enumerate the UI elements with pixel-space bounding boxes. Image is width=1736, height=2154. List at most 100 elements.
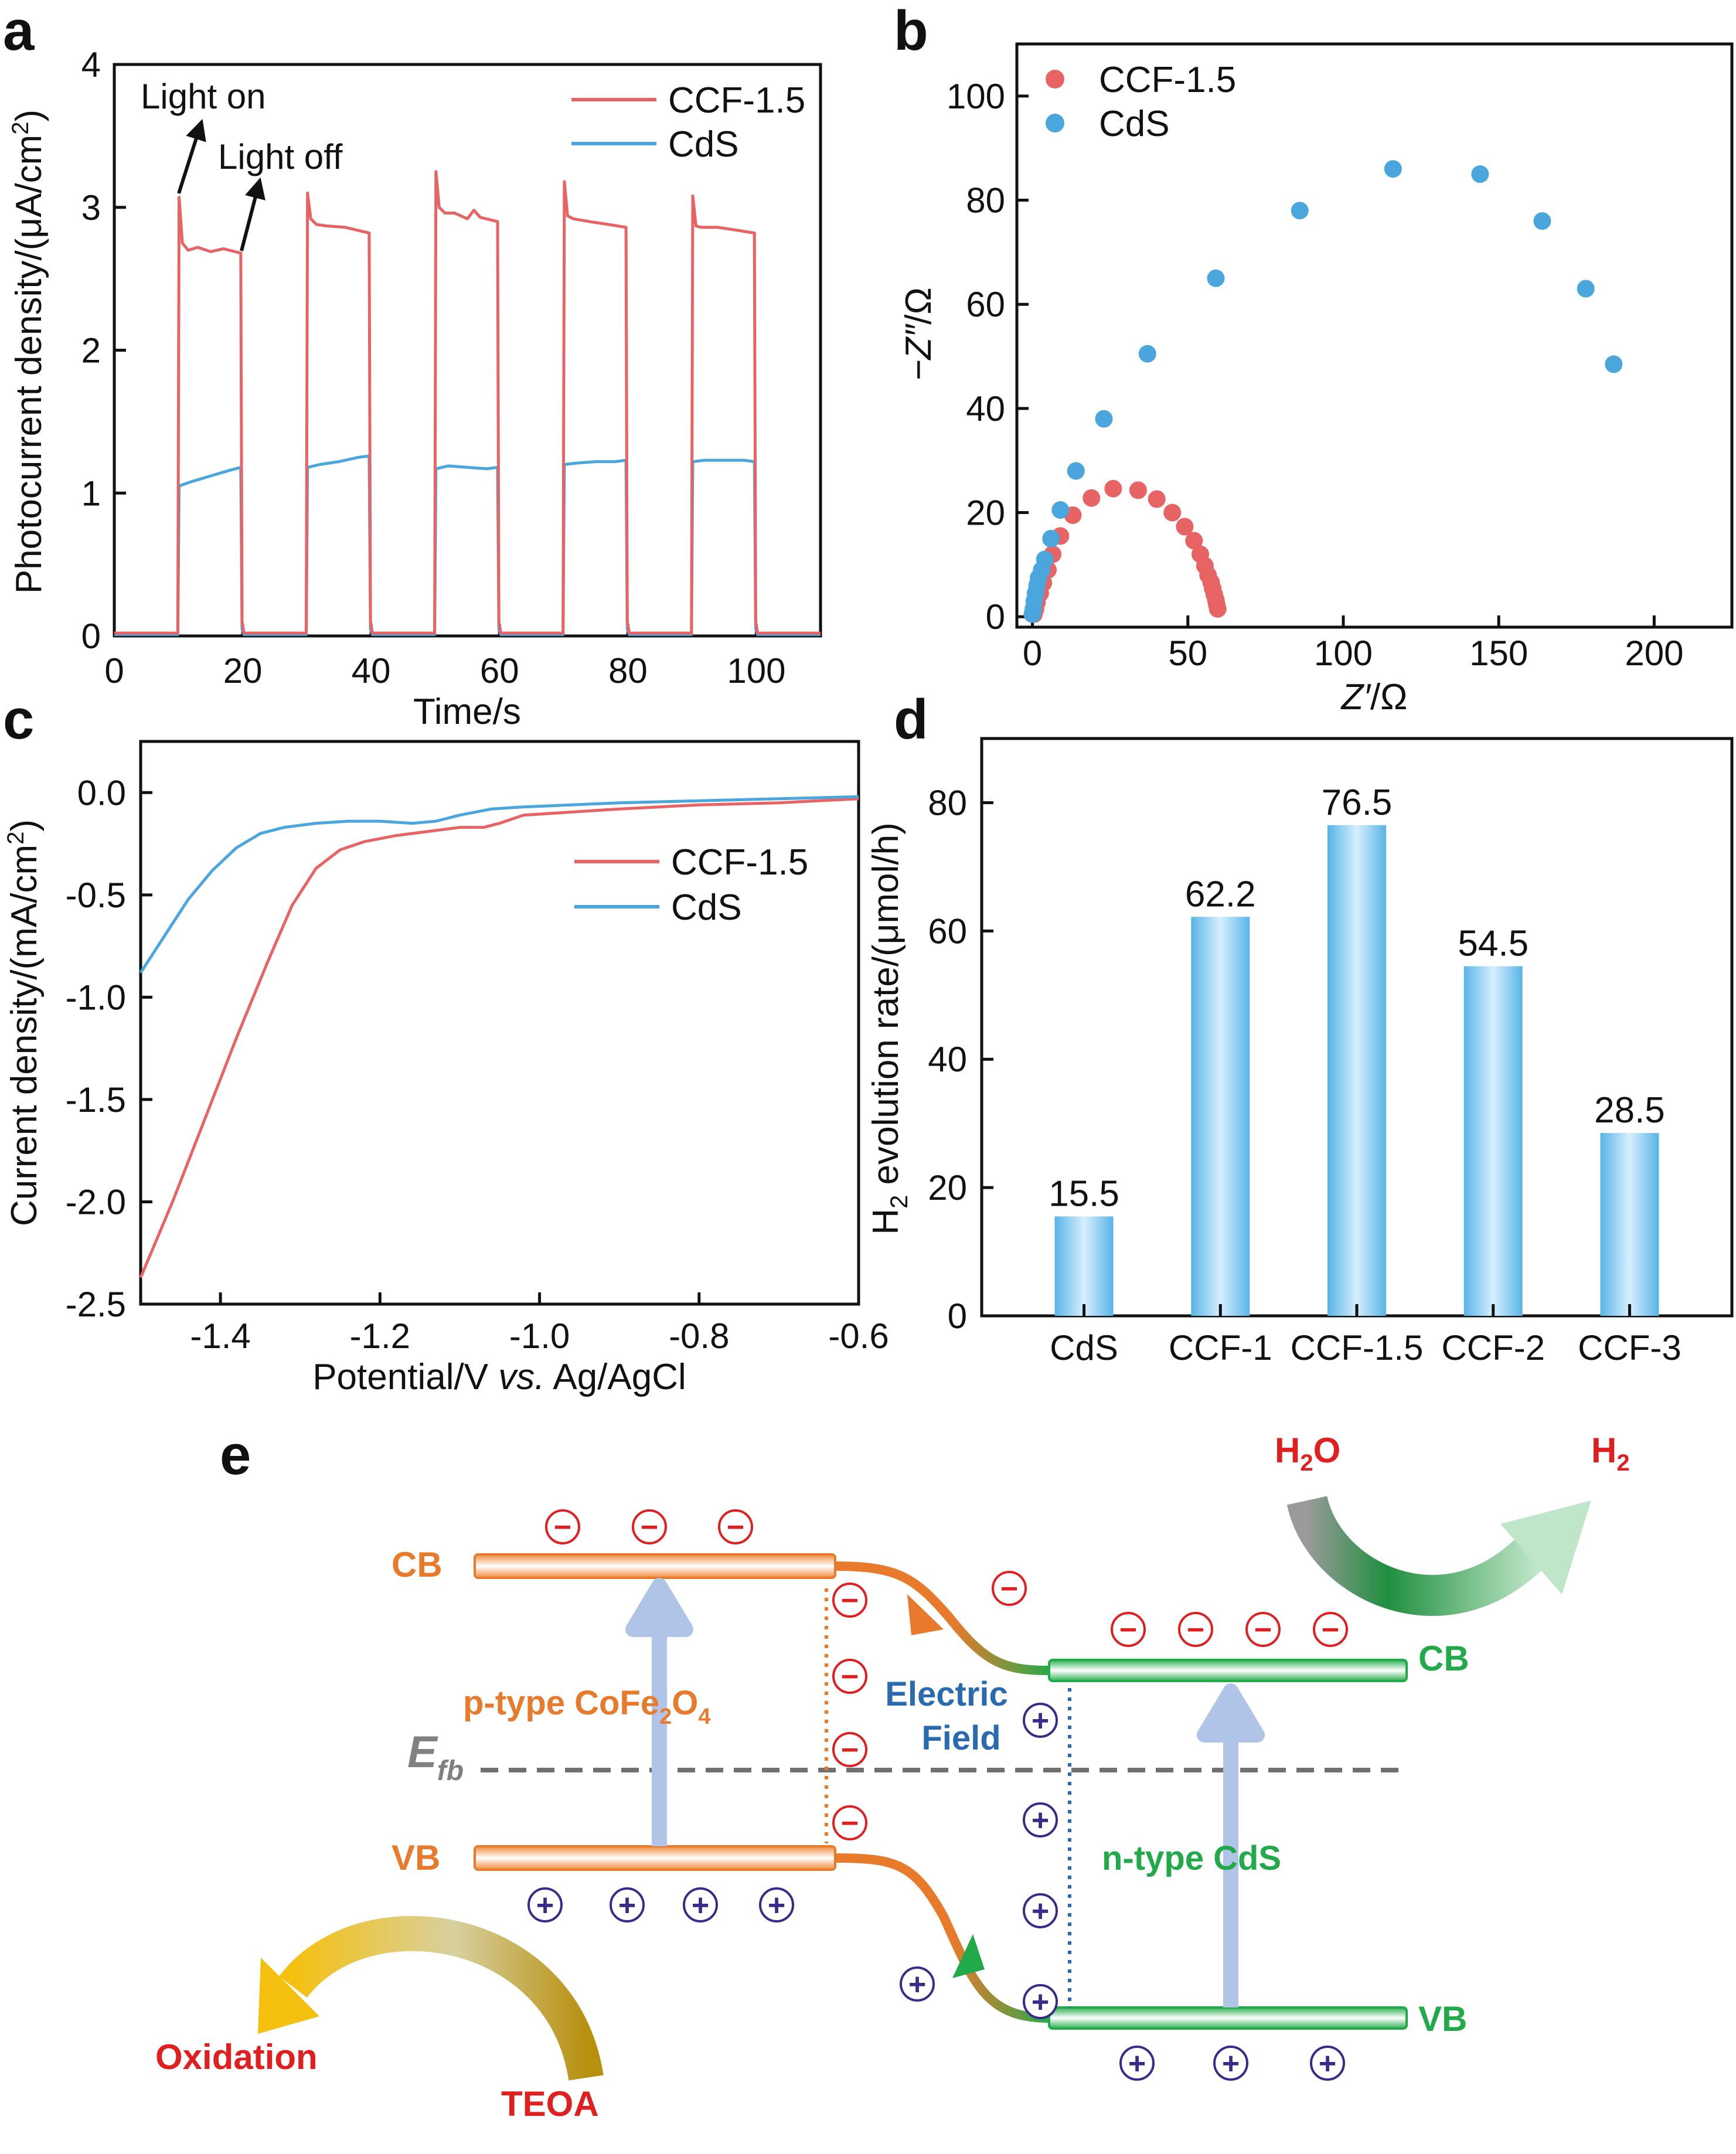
hole-sign: +: [1032, 1704, 1049, 1738]
electron-sign: −: [1187, 1613, 1204, 1647]
field-label: Field: [921, 1719, 1000, 1757]
electron-sign: −: [641, 1510, 658, 1544]
cds-vb-band: [1048, 2006, 1408, 2030]
electron-sign: −: [841, 1584, 859, 1618]
panel-c-y-tick-label: -1.5: [66, 1080, 126, 1119]
electron-icon: [1178, 1612, 1213, 1647]
panel-c-y-tick-label: 0.0: [77, 773, 126, 812]
panel-b-point-ccf-1.5: [1083, 489, 1101, 507]
panel-a-photocurrent: 0 20 40 60 80 100 0 1 2 3 4 Time/s Photocurrent d…: [8, 45, 822, 732]
panel-c-y-tick-label: -2.5: [66, 1285, 126, 1324]
panel-d-bar-value-label: 54.5: [1458, 924, 1529, 964]
electron-icon: [632, 1509, 667, 1544]
panel-a-y-tick-label: 0: [81, 617, 101, 656]
cds-excitation-arrow-icon: [1197, 1683, 1265, 2007]
h2o-label: H2O: [1275, 1431, 1340, 1476]
panel-a-series-line-ccf-1.5: [114, 170, 821, 635]
cofe2o4-cb-label: CB: [392, 1545, 442, 1584]
hole-sign: +: [1128, 2047, 1146, 2081]
electron-sign: −: [1322, 1613, 1339, 1647]
panel-a-y-axis-label: Photocurrent density/(μA/cm2): [8, 110, 49, 594]
panel-c-legend-ccf: CCF-1.5: [671, 842, 808, 883]
panel-c-series-line-cds: [139, 795, 859, 974]
panel-d-y-tick-label: 80: [928, 783, 967, 822]
electron-icon: [1313, 1612, 1348, 1647]
panel-b-point-cds: [1291, 202, 1309, 220]
hole-icon: [527, 1887, 563, 1922]
panel-d-bar-cds: [1054, 1216, 1114, 1316]
panel-c-x-tick-label: -1.0: [509, 1316, 570, 1356]
panel-b-x-tick-label: 50: [1168, 634, 1207, 673]
panel-b-y-ticks: 0 20 40 60 80 100: [947, 77, 1029, 637]
panel-a-y-tick-label: 4: [81, 45, 101, 84]
panel-a-legend-cds: CdS: [668, 124, 739, 165]
hole-icon: [759, 1887, 794, 1922]
panel-a-annotation-light-off: Light off: [218, 137, 343, 176]
panel-b-point-cds: [1138, 345, 1156, 363]
cofe2o4-vb-label: VB: [392, 1838, 440, 1877]
panel-d-bars: 15.5 CdS 62.2 CCF-1 76.5 CCF-1.5 54.5 CCF-2 28.5…: [1049, 782, 1681, 1367]
hole-sign: +: [536, 1888, 554, 1922]
panel-b-point-cds: [1471, 165, 1489, 183]
panel-b-y-tick-label: 60: [966, 285, 1005, 324]
electron-icon: [832, 1732, 867, 1767]
panel-c-y-axis-label: Current density/(mA/cm2): [3, 819, 45, 1226]
h2o-to-h2-arrow: [1286, 1495, 1551, 1616]
teoa-label: TEOA: [501, 2084, 599, 2124]
hole-icon: [683, 1887, 718, 1922]
electron-transfer-arrow-icon: [907, 1594, 944, 1635]
hole-sign: +: [1222, 2047, 1240, 2081]
panel-label-d: d: [894, 688, 928, 751]
electric-label: Electric: [885, 1675, 1008, 1713]
hole-sign: +: [908, 1968, 926, 2002]
panel-d-bar-ccf-3: [1600, 1133, 1659, 1316]
panel-d-x-tick-label: CCF-1: [1169, 1328, 1272, 1367]
panel-b-point-cds: [1036, 550, 1054, 569]
hole-icon: [610, 1887, 645, 1922]
panel-c-y-tick-label: -1.0: [66, 978, 126, 1017]
panel-b-x-tick-label: 150: [1469, 634, 1528, 673]
panel-c-y-tick-label: -2.0: [66, 1182, 126, 1221]
panel-d-bar-value-label: 76.5: [1322, 782, 1393, 823]
panel-d-bar-value-label: 15.5: [1049, 1173, 1119, 1214]
cofe2o4-excitation-arrow-icon: [625, 1578, 693, 1846]
panel-d-y-axis-label: H2 evolution rate/(μmol/h): [866, 822, 913, 1234]
panel-b-point-ccf-1.5: [1185, 532, 1203, 550]
panel-b-legend-marker-cds: [1046, 114, 1064, 132]
panel-b-point-cds: [1207, 269, 1225, 287]
electron-sign: −: [841, 1660, 859, 1694]
hole-sign: +: [618, 1888, 636, 1922]
oxidation-arrow-head-icon: [258, 1958, 319, 2034]
oxidation-label: Oxidation: [155, 2037, 318, 2077]
panel-b-point-cds: [1067, 462, 1085, 480]
panel-a-y-tick-label: 3: [81, 188, 101, 227]
cds-cb-label: CB: [1418, 1639, 1469, 1678]
panel-d-y-tick-label: 20: [928, 1168, 967, 1207]
hole-sign: +: [1032, 1894, 1049, 1928]
p-type-label: p-type CoFe2O4: [463, 1684, 711, 1729]
cofe2o4-vb-band: [474, 1845, 836, 1871]
panel-d-x-tick-label: CdS: [1050, 1328, 1118, 1367]
hole-icon: [900, 1966, 935, 2002]
panel-e-band-diagram: CB VB CB VB p-type CoFe2O4 n-type CdS Ef…: [155, 1431, 1630, 2124]
panel-c-y-tick-label: -0.5: [66, 876, 126, 915]
electron-icon: [832, 1583, 867, 1618]
panel-b-point-cds: [1533, 212, 1551, 230]
panel-d-bar-ccf-1: [1191, 917, 1250, 1316]
panel-a-x-axis-label: Time/s: [413, 692, 521, 732]
hole-sign: +: [1032, 1803, 1049, 1837]
panel-a-arrow-light-on: [177, 118, 206, 194]
panel-b-y-tick-label: 20: [966, 494, 1005, 533]
h2-arrow-head-icon: [1500, 1500, 1591, 1594]
panel-label-b: b: [894, 0, 928, 62]
hole-sign: +: [1032, 1985, 1049, 2019]
panel-a-y-ticks: 0 1 2 3 4: [81, 45, 126, 656]
panel-b-y-tick-label: 100: [947, 77, 1005, 116]
panel-b-eis-nyquist: 0 50 100 150 200 0 20 40 60 80 100 Z′/Ω −Z″/Ω CCF…: [898, 42, 1734, 717]
electron-icon: [1245, 1612, 1281, 1647]
hole-icon: [1213, 2046, 1248, 2081]
panel-b-y-tick-label: 80: [966, 181, 1005, 220]
hole-icon: [1023, 1802, 1058, 1837]
panel-a-series: [114, 170, 821, 637]
panel-b-legend-cds: CdS: [1099, 104, 1170, 144]
